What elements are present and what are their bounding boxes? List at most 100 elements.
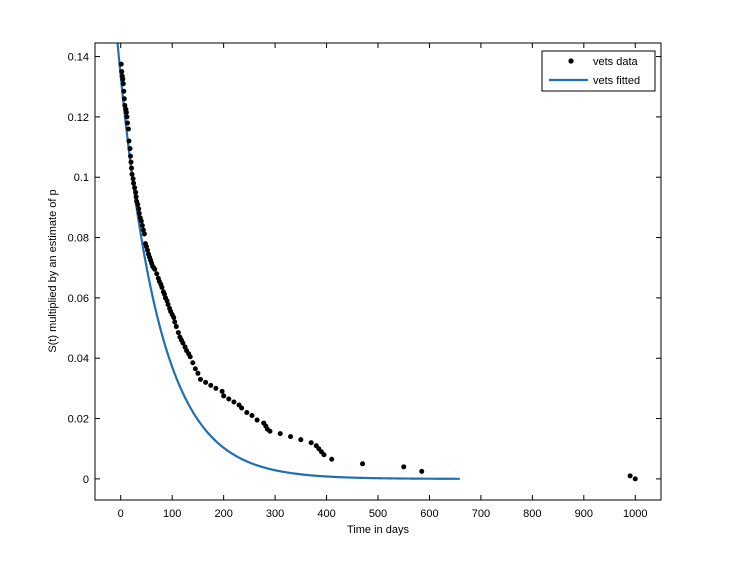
data-point: [180, 340, 186, 346]
data-point: [128, 153, 133, 159]
data-point: [138, 218, 144, 224]
data-point: [175, 330, 181, 336]
data-point: [131, 180, 137, 186]
data-point: [632, 476, 638, 482]
y-tick-label: 0.14: [68, 52, 89, 64]
data-point: [119, 69, 125, 75]
data-point: [132, 185, 138, 191]
data-point: [127, 146, 133, 152]
data-point: [121, 88, 127, 94]
data-point: [128, 159, 134, 165]
legend-marker-data: [568, 58, 574, 64]
x-tick-label: 300: [266, 508, 284, 520]
y-axis: 0 0.02 0.04 0.06 0.08 0.1 0.12 0.14: [68, 52, 661, 486]
x-tick-label: 400: [317, 508, 335, 520]
legend-box: [541, 50, 656, 92]
y-tick-label: 0.1: [74, 172, 89, 184]
data-point: [120, 81, 126, 87]
y-tick-label: 0.08: [68, 233, 89, 245]
x-tick-label: 200: [214, 508, 232, 520]
data-point: [197, 376, 203, 382]
data-point: [213, 385, 219, 391]
data-point: [360, 461, 366, 467]
data-point: [190, 360, 196, 366]
data-point: [120, 76, 126, 82]
data-point: [203, 379, 209, 385]
data-point: [195, 370, 201, 376]
data-point: [254, 417, 260, 423]
data-point: [419, 468, 425, 474]
x-tick-label: 500: [369, 508, 387, 520]
data-point: [219, 388, 225, 394]
data-point: [118, 61, 124, 67]
x-tick-label: 1000: [623, 508, 647, 520]
y-tick-label: 0: [83, 474, 89, 486]
x-tick-label: 100: [163, 508, 181, 520]
legend-label-data: vets data: [593, 56, 639, 68]
data-point: [135, 201, 141, 207]
data-point: [136, 206, 142, 212]
data-point: [288, 434, 294, 440]
fit-line-vets-fitted: [116, 43, 460, 480]
y-axis-label: S(t) multiplied by an estimate of p: [47, 189, 59, 352]
data-point: [129, 165, 135, 171]
data-point: [208, 382, 214, 388]
y-tick-label: 0.06: [68, 293, 89, 305]
data-point: [173, 324, 179, 330]
x-tick-label: 0: [118, 508, 124, 520]
data-point: [267, 428, 273, 434]
data-point: [139, 223, 145, 228]
data-point: [244, 410, 250, 416]
data-point: [141, 231, 147, 237]
points-layer: [118, 61, 638, 482]
data-point: [192, 366, 198, 372]
data-point: [277, 431, 283, 437]
data-point: [159, 284, 165, 290]
data-point: [171, 315, 177, 320]
data-point: [122, 102, 128, 108]
data-point: [124, 120, 130, 126]
data-point: [136, 210, 142, 216]
legend-label-fitted: vets fitted: [593, 75, 640, 87]
data-point: [125, 126, 131, 132]
x-tick-label: 900: [575, 508, 593, 520]
x-axis: 0 100 200 300 400 500 600 700 800 900 1000: [118, 43, 648, 520]
data-point: [123, 109, 129, 115]
y-tick-label: 0.12: [68, 112, 89, 124]
data-point: [249, 413, 255, 419]
data-point: [124, 114, 130, 120]
data-point: [133, 189, 139, 195]
legend: vets data vets fitted: [541, 50, 656, 92]
data-point: [129, 171, 135, 177]
data-point: [401, 464, 407, 470]
plot-frame: [94, 42, 662, 501]
data-point: [133, 194, 139, 200]
y-tick-label: 0.02: [68, 414, 89, 426]
data-point: [627, 473, 633, 479]
y-tick-label: 0.04: [68, 353, 89, 365]
data-point: [140, 227, 146, 233]
data-point: [172, 319, 178, 325]
data-point: [221, 393, 227, 399]
data-point: [239, 405, 245, 411]
x-tick-label: 700: [472, 508, 490, 520]
fit-layer: [116, 43, 460, 480]
data-point: [126, 138, 132, 144]
data-point: [329, 456, 335, 462]
data-point: [231, 399, 237, 405]
data-point: [187, 354, 193, 360]
x-tick-label: 600: [420, 508, 438, 520]
data-point: [154, 271, 160, 277]
data-point: [165, 302, 171, 308]
data-point: [152, 266, 158, 272]
data-point: [308, 440, 314, 446]
x-tick-label: 800: [523, 508, 541, 520]
data-point: [144, 247, 150, 253]
data-point: [226, 396, 232, 402]
data-point: [321, 452, 327, 458]
data-point: [298, 437, 304, 443]
data-point: [121, 96, 127, 102]
data-point: [130, 176, 136, 182]
